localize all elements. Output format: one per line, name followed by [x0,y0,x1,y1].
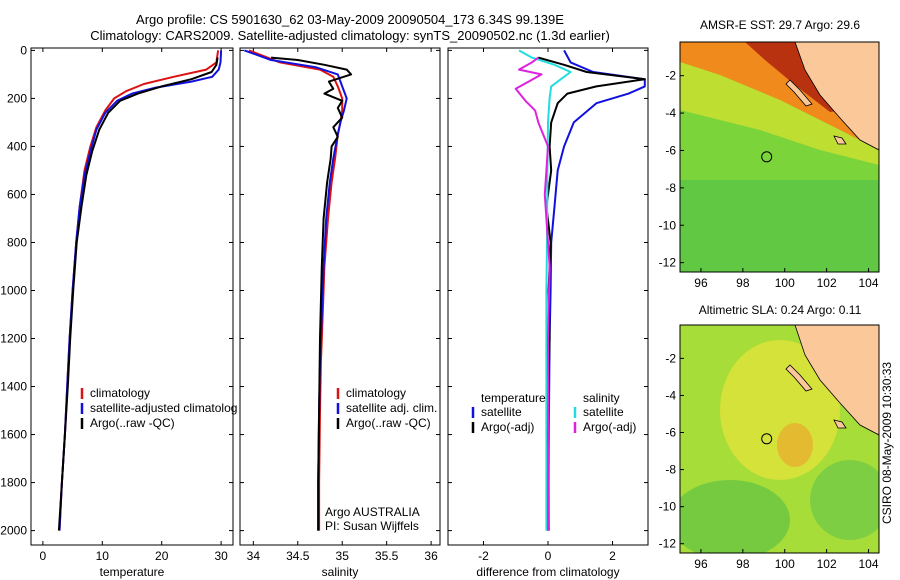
salinity-legend-label: satellite adj. clim. [346,401,437,415]
temperature-series-red [58,50,220,531]
sla_map-lon-tick-label: 98 [736,557,750,571]
temperature-xtick-label: 0 [40,549,47,563]
depth-tick-label: 2000 [0,524,27,538]
sla_map-lat-tick-label: -8 [665,463,676,477]
temperature-xtick-label: 10 [96,549,110,563]
difference-legend-label-temperature: satellite [481,405,522,419]
difference-legend-label-salinity: Argo(-adj) [583,420,636,434]
sst-island [785,79,813,107]
sla-land [794,325,879,436]
figure-subtitle: Climatology: CARS2009. Satellite-adjuste… [90,28,610,43]
depth-tick-label: 200 [7,91,27,105]
sla_map-lat-tick-label: -10 [659,500,677,514]
sst-argo-location-marker [761,151,773,163]
sst-map [680,42,879,272]
temperature-xlabel: temperature [100,565,165,579]
temperature-axes-frame [30,47,234,546]
sst-map-title: AMSR-E SST: 29.7 Argo: 29.6 [699,18,861,32]
sla_map-lon-tick-label: 100 [775,557,795,571]
sst_map-lat-tick-label: -6 [665,143,676,157]
difference-series-black [538,56,646,531]
depth-tick-label: 600 [7,187,27,201]
difference-xtick-label: -2 [478,549,489,563]
sst-sea-south [680,180,879,272]
sst_map-lon-tick-label: 102 [817,276,837,290]
salinity-xtick-label: 35.5 [375,549,399,563]
difference-xlabel: difference from climatology [476,565,619,579]
salinity-xtick-label: 34.5 [286,549,310,563]
salinity-axes-frame [239,47,441,546]
sla-island [785,364,813,392]
temperature-legend-label: Argo(..raw -QC) [90,416,175,430]
difference-legend-header-salinity: salinity [583,391,620,405]
salinity-xtick-label: 35 [336,549,350,563]
sla_map-lat-tick-label: -4 [665,388,676,402]
temperature-xtick-label: 30 [214,549,228,563]
temperature-legend-label: climatology [90,386,150,400]
difference-series-magenta [514,56,551,531]
argo-annotation-line: PI: Susan Wijffels [325,519,419,533]
sla-high-orange [777,423,813,467]
sla-low-green-2 [810,460,879,540]
sst-map-frame [679,41,880,273]
temperature-legend-label: satellite-adjusted climatolog [90,401,237,415]
difference-series-cyan [518,49,572,531]
sla_map-lon-tick-label: 104 [859,557,879,571]
difference-xtick-label: 2 [609,549,616,563]
sla-map [680,325,879,553]
sst_map-lat-tick-label: -8 [665,181,676,195]
depth-tick-label: 400 [7,139,27,153]
argo-annotation-line: Argo AUSTRALIA [325,505,420,519]
salinity-series-black [271,56,353,531]
depth-tick-label: 1800 [0,476,27,490]
sst-land [794,42,879,151]
sst_map-lon-tick-label: 104 [859,276,879,290]
sla_map-lat-tick-label: -6 [665,426,676,440]
figure-title: Argo profile: CS 5901630_62 03-May-2009 … [136,12,564,27]
salinity-series-blue [244,49,348,531]
sla_map-lat-tick-label: -12 [659,537,677,551]
sst_map-lon-tick-label: 96 [694,276,708,290]
depth-tick-label: 0 [20,43,27,57]
depth-tick-label: 1200 [0,332,27,346]
sst_map-lat-tick-label: -10 [659,218,677,232]
sla_map-lon-tick-label: 96 [694,557,708,571]
temperature-xtick-label: 20 [155,549,169,563]
depth-tick-label: 1000 [0,283,27,297]
depth-tick-label: 1600 [0,428,27,442]
salinity-xtick-label: 34 [247,549,261,563]
sla_map-lat-tick-label: -2 [665,351,676,365]
salinity-series-red [248,49,344,531]
difference-legend-label-temperature: Argo(-adj) [481,420,534,434]
sla-map-title: Altimetric SLA: 0.24 Argo: 0.11 [698,303,862,317]
sst_map-lon-tick-label: 98 [736,276,750,290]
depth-tick-label: 1400 [0,380,27,394]
salinity-legend-label: Argo(..raw -QC) [346,416,431,430]
sla-argo-location-marker [761,433,773,445]
sla-island-small [833,419,847,429]
salinity-xlabel: salinity [322,565,359,579]
difference-series-blue [547,49,646,531]
difference-legend-header-temperature: temperature [481,391,546,405]
sst-band-yellow-green [680,62,879,165]
sst_map-lat-tick-label: -4 [665,106,676,120]
sst_map-lon-tick-label: 100 [775,276,795,290]
salinity-xtick-label: 36 [424,549,438,563]
sla-map-frame [679,324,880,554]
sla-low-green [680,480,790,553]
difference-legend-label-salinity: satellite [583,405,624,419]
sst_map-lat-tick-label: -2 [665,69,676,83]
depth-tick-label: 800 [7,235,27,249]
temperature-series-blue [58,50,223,531]
sst_map-lat-tick-label: -12 [659,256,677,270]
temperature-series-black [57,57,219,531]
sst-island-small [833,135,847,145]
sla_map-lon-tick-label: 102 [817,557,837,571]
salinity-legend-label: climatology [346,386,406,400]
difference-xtick-label: 0 [545,549,552,563]
